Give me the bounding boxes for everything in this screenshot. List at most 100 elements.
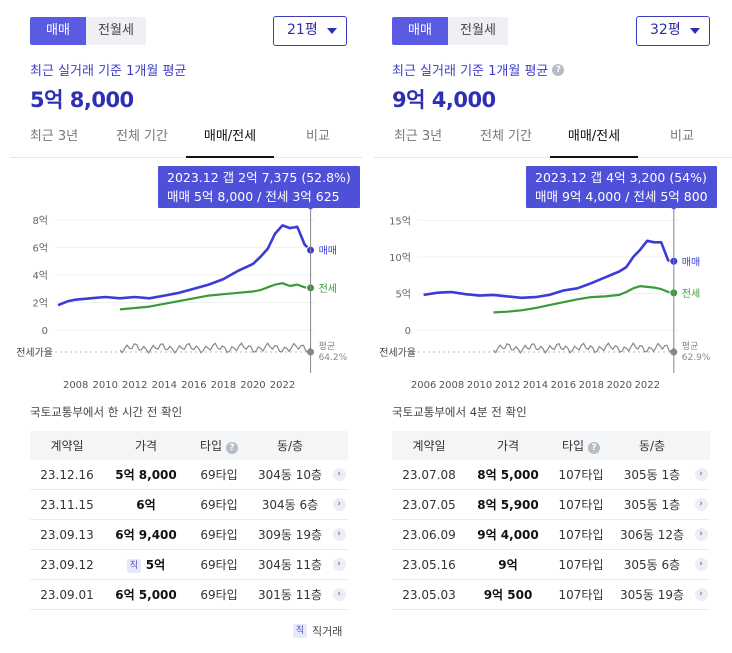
row-floor: 305동 6층 [623,558,681,572]
chevron-right-icon[interactable]: › [332,528,346,541]
price-chart[interactable]: 0 2억 4억 6억 8억 2008 2010 2012 2014 2016 2018 2020 202… [0,158,362,398]
row-type: 69타입 [200,498,238,512]
x-tick-label: 2008 [63,380,88,391]
help-icon[interactable]: ? [552,63,565,76]
series-line-rent [493,285,674,314]
row-floor: 305동 19층 [619,588,685,602]
row-floor: 304동 10층 [257,468,323,482]
size-select[interactable]: 32평 [636,16,710,46]
y-tick-label: 5억 [395,288,411,300]
x-tick-label: 2020 [607,380,632,391]
row-price: 9억 [498,558,518,572]
chevron-right-icon[interactable]: › [694,468,708,481]
tab-sale-vs-rent[interactable]: 매매/전세 [186,122,274,158]
table-row[interactable]: 23.05.16 9억 107타입 305동 6층 › [392,550,710,580]
complex-panel-21: 매매 전월세 21평 최근 실거래 기준 1개월 평균 5억 8,000 최근 … [0,0,362,653]
header-floor: 동/층 [276,439,304,453]
x-tick-label: 2018 [579,380,604,391]
x-tick-label: 2012 [122,380,147,391]
x-tick-label: 2016 [551,380,576,391]
help-icon[interactable]: ? [588,442,601,454]
rent-toggle-button[interactable]: 전월세 [448,17,508,45]
row-price: 직 5억 [104,556,188,573]
x-tick-label: 2010 [93,380,118,391]
chart-tooltip: 2023.12 갭 2억 7,375 (52.8%) 매매 5억 8,000 /… [158,166,360,208]
table-row[interactable]: 23.06.09 9억 4,000 107타입 306동 12층 › [392,520,710,550]
tab-compare[interactable]: 비교 [670,129,694,144]
y-tick-label: 4억 [32,270,48,282]
row-type: 69타입 [200,558,238,572]
table-row[interactable]: 23.09.13 6억 9,400 69타입 309동 19층 › [30,520,348,550]
row-price: 8억 5,900 [477,498,539,512]
table-header: 계약일 가격 타입? 동/층 [392,431,710,460]
direct-deal-badge: 직 [126,559,141,573]
row-date: 23.09.01 [40,587,94,602]
table-row[interactable]: 23.11.15 6억 69타입 304동 6층 › [30,490,348,520]
rent-toggle-button[interactable]: 전월세 [86,17,146,45]
y-tick-label: 0 [42,326,48,337]
chevron-right-icon[interactable]: › [694,558,708,571]
chevron-right-icon[interactable]: › [332,498,346,511]
tab-sale-vs-rent[interactable]: 매매/전세 [550,122,638,158]
ratio-avg-value: 64.2% [319,353,348,363]
tab-recent-3y[interactable]: 최근 3년 [29,129,79,144]
x-tick-label: 2022 [635,380,660,391]
x-tick-label: 2014 [523,380,548,391]
chevron-right-icon[interactable]: › [332,468,346,481]
series-line-sale [57,224,312,307]
series-label: 매매 [319,245,337,257]
y-tick-label: 6억 [32,242,48,254]
tab-recent-3y[interactable]: 최근 3년 [393,129,443,144]
tooltip-gap-line: 2023.12 갭 2억 7,375 (52.8%) [167,170,351,185]
row-type: 69타입 [200,588,238,602]
chevron-right-icon[interactable]: › [694,528,708,541]
sale-toggle-button[interactable]: 매매 [392,17,448,45]
chevron-right-icon[interactable]: › [694,498,708,511]
price-basis-label: 최근 실거래 기준 1개월 평균 [30,64,187,79]
table-row[interactable]: 23.07.05 8억 5,900 107타입 305동 1층 › [392,490,710,520]
table-row[interactable]: 23.09.12 직 5억 69타입 304동 11층 › [30,550,348,580]
row-price: 6억 5,000 [115,588,177,602]
x-tick-label: 2014 [152,380,177,391]
chevron-right-icon[interactable]: › [694,588,708,601]
ratio-line [493,342,675,355]
table-row[interactable]: 23.12.16 5억 8,000 69타입 304동 10층 › [30,460,348,490]
y-tick-label: 10억 [389,252,411,264]
header-type: 타입? [188,437,250,454]
row-price: 9억 4,000 [477,528,539,542]
complex-panel-32: 매매 전월세 32평 최근 실거래 기준 1개월 평균? 9억 4,000 최근… [370,0,732,653]
series-line-sale [423,239,674,300]
row-price: 8억 5,000 [477,468,539,482]
table-row[interactable]: 23.09.01 6억 5,000 69타입 301동 11층 › [30,580,348,610]
row-type: 107타입 [558,468,604,482]
header-date: 계약일 [412,439,446,453]
table-row[interactable]: 23.05.03 9억 500 107타입 305동 19층 › [392,580,710,610]
ratio-avg-label: 평균 [319,341,336,352]
tab-all-period[interactable]: 전체 기간 [116,129,168,144]
size-select[interactable]: 21평 [273,16,347,46]
chevron-right-icon[interactable]: › [332,588,346,601]
direct-deal-legend: 직 직거래 [293,623,342,639]
row-date: 23.05.16 [402,557,456,572]
table-header: 계약일 가격 타입? 동/층 [30,431,348,460]
chevron-right-icon[interactable]: › [332,558,346,571]
row-date: 23.06.09 [402,527,456,542]
table-row[interactable]: 23.07.08 8억 5,000 107타입 305동 1층 › [392,460,710,490]
help-icon[interactable]: ? [226,442,239,454]
tab-all-period[interactable]: 전체 기간 [480,129,532,144]
row-price: 9억 500 [483,588,533,602]
x-tick-label: 2010 [467,380,492,391]
transactions-table: 계약일 가격 타입? 동/층 23.07.08 8억 5,000 107타입 305동… [392,431,710,610]
data-source-note: 국토교통부에서 한 시간 전 확인 [30,405,183,419]
header-floor: 동/층 [638,439,666,453]
ratio-avg-value: 62.9% [682,353,711,363]
sale-toggle-button[interactable]: 매매 [30,17,86,45]
caret-down-icon [690,28,700,34]
x-tick-label: 2016 [181,380,206,391]
tab-compare[interactable]: 비교 [306,129,330,144]
x-tick-label: 2022 [270,380,295,391]
chart-tabs: 최근 3년 전체 기간 매매/전세 비교 [10,122,362,158]
row-type: 107타입 [558,558,604,572]
tooltip-gap-line: 2023.12 갭 4억 3,200 (54%) [535,170,707,185]
